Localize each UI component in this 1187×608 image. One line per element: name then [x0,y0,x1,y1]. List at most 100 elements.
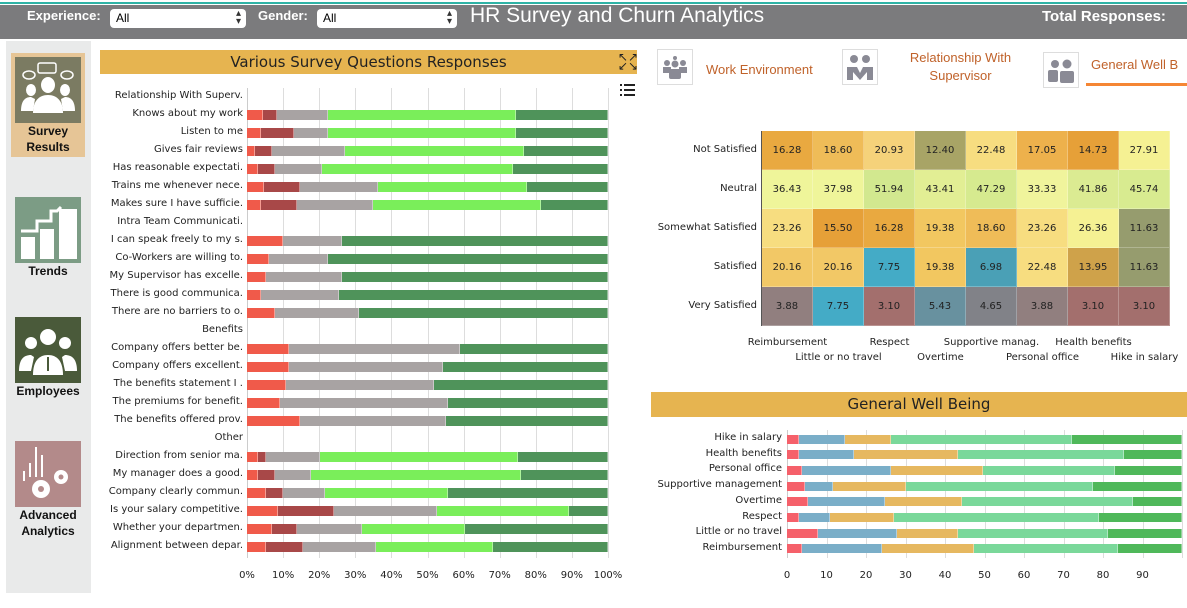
category-label: Alignment between depar. [110,540,243,551]
heatmap-column-label: Hike in salary [1110,352,1179,363]
bar-segment [247,110,263,120]
bar-segment [465,524,608,534]
bar-segment [443,362,608,372]
bar-segment [275,164,323,174]
bar-segment [283,488,325,498]
bar-segment [434,380,608,390]
tab-work-environment[interactable]: Work Environment [706,62,813,77]
bar-segment [845,434,892,444]
bar-segment [832,481,907,491]
select-arrows-icon: ▴ ▾ [446,8,452,27]
bar-segment [261,200,298,210]
tab-work-environment-iconbox[interactable] [657,49,693,85]
sidebar-item-label: Survey [27,124,69,138]
gender-select[interactable]: All ▴ ▾ [317,9,457,28]
sidebar-item-advanced[interactable]: Advanced Analytics [11,437,85,541]
duo-icon [1048,59,1074,83]
bar-segment [799,450,855,460]
bar-segment [787,434,800,444]
bar-segment [257,164,276,174]
bar-segment [247,398,280,408]
bar-segment [1108,528,1182,538]
x-tick-label: 50% [416,570,439,581]
heatmap-cell: 11.63 [1119,248,1170,287]
category-label: Company offers excellent. [112,360,243,371]
bar-segment [829,513,895,522]
tab-relationship-with-supervisor[interactable]: Relationship With Supervisor [909,50,1012,83]
experience-select[interactable]: All ▴ ▾ [110,9,246,28]
bar-segment [319,452,519,462]
heatmap-cell: 45.74 [1119,170,1170,209]
bar-segment [247,200,262,210]
bar-segment [247,452,258,462]
heatmap-cell: 43.41 [915,170,966,209]
list-icon[interactable] [620,82,635,96]
bar-segment [285,380,435,390]
bar-segment [958,528,1109,538]
bar-segment [265,452,320,462]
bar-segment [787,481,806,491]
bar-segment [277,506,334,516]
bar-segment [247,236,284,246]
gridline [391,88,393,558]
category-label: Company clearly commun. [108,486,243,497]
bar-segment [342,236,608,246]
heatmap-cell: 15.50 [813,209,864,248]
heatmap-cell: 51.94 [864,170,915,209]
x-tick-label: 100% [593,570,623,581]
category-label: The benefits statement I . [113,378,243,389]
x-tick-label: 80 [1096,570,1110,581]
bar-segment [247,542,267,552]
bar-segment [787,450,800,460]
sidebar: Survey Results Trends Employees Advanced Anal… [6,41,91,593]
bar-segment [266,488,284,498]
bar-segment [436,506,570,516]
bar-segment [524,146,608,156]
heatmap-cell: 18.60 [813,131,864,170]
bar-segment [448,488,608,498]
bar-segment [569,506,608,516]
survey-people-icon [15,57,81,123]
heatmap-cell: 20.16 [813,248,864,287]
expand-icon[interactable]: ↖↗ ↙↘ [618,50,639,73]
bar-segment [1123,450,1182,460]
bar-segment [333,506,437,516]
x-tick-label: 60 [1017,570,1031,581]
pair-icon [847,55,873,80]
bar-segment [1093,481,1182,491]
gridline [427,88,429,558]
experience-label: Experience: [27,8,101,23]
tab-relationship-iconbox[interactable] [842,49,878,85]
heatmap-cell: 3.10 [864,287,915,326]
bar-segment [884,497,962,507]
bar-segment [277,110,328,120]
sidebar-item-label: Analytics [21,524,75,538]
tab-general-well-being-iconbox[interactable] [1043,52,1079,88]
bar-segment [247,344,289,354]
bar-segment [261,290,340,300]
bar-segment [247,128,262,138]
gridline [499,88,501,558]
bar-segment [459,344,608,354]
sidebar-item-survey[interactable]: Survey Results [11,53,85,157]
heatmap-cell: 3.10 [1068,287,1119,326]
category-label: Company offers better be. [111,342,243,353]
sidebar-item-trends[interactable]: Trends [11,193,85,281]
heatmap-cell: 33.33 [1017,170,1068,209]
category-label: Overtime [735,494,782,506]
bar-segment [327,110,516,120]
x-tick-label: 60% [452,570,475,581]
gridline [535,88,537,558]
bar-segment [247,524,272,534]
bar-segment [327,128,516,138]
bar-segment [247,380,286,390]
tab-general-well-being[interactable]: General Well B [1091,57,1179,72]
sidebar-item-employees[interactable]: Employees [11,313,85,401]
bar-segment [266,272,343,282]
heatmap-cell: 3.10 [1119,287,1170,326]
category-label: Whether your departmen. [112,522,243,533]
heatmap-cell: 22.48 [966,131,1017,170]
category-label: Has reasonable expectati. [112,162,243,173]
bar-segment [1071,434,1183,444]
bar-segment [297,200,373,210]
